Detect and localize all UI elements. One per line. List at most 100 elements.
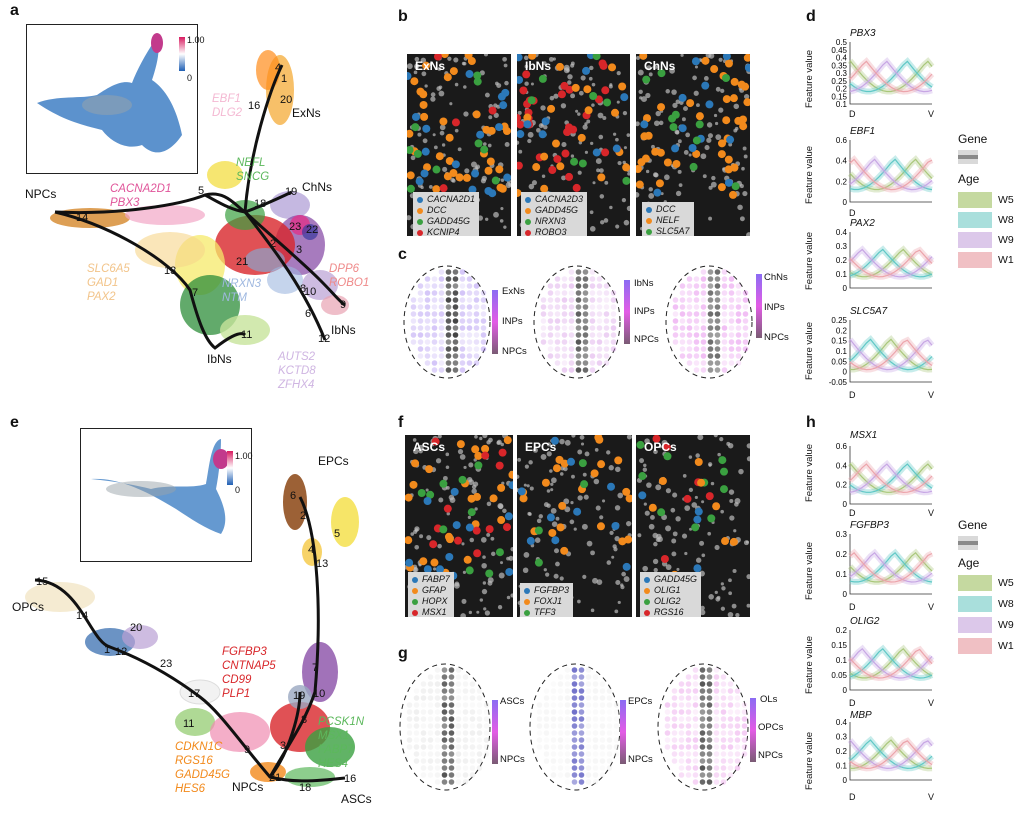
transcript-spot xyxy=(729,537,738,546)
plot-axis xyxy=(849,232,932,289)
cluster-num: 14 xyxy=(76,610,89,622)
hex-cell xyxy=(613,744,620,750)
hex-cell xyxy=(448,716,455,722)
age-line xyxy=(849,647,933,679)
hex-cell xyxy=(706,674,713,680)
hex-cell xyxy=(466,325,473,331)
hex-cell xyxy=(554,353,561,359)
hex-cell xyxy=(700,367,707,373)
hex-cell xyxy=(721,318,728,324)
nucleus-dot xyxy=(466,477,473,483)
hex-cell xyxy=(706,716,713,722)
hex-cell xyxy=(685,758,692,764)
nucleus-dot xyxy=(463,85,467,89)
hex-cell xyxy=(557,681,564,687)
hex-cell xyxy=(610,290,617,296)
hex-cell xyxy=(692,751,699,757)
hex-cell xyxy=(459,297,466,303)
hex-cell xyxy=(721,276,728,282)
transcript-spot xyxy=(423,565,432,574)
hex-cell xyxy=(596,346,603,352)
transcript-spot xyxy=(430,558,439,567)
hex-cell xyxy=(469,709,476,715)
nucleus-dot xyxy=(430,92,436,97)
transcript-spot xyxy=(405,493,413,502)
hex-cell xyxy=(568,318,575,324)
transcript-spot xyxy=(729,190,738,199)
hex-cell xyxy=(445,339,452,345)
transcript-spot xyxy=(445,552,454,561)
nucleus-dot xyxy=(448,494,455,501)
hexmap-g1 xyxy=(398,662,492,792)
nucleus-dot xyxy=(540,454,547,460)
hex-cell xyxy=(686,346,693,352)
hex-cell xyxy=(434,751,441,757)
hex-cell xyxy=(720,674,727,680)
hex-cell xyxy=(406,730,413,736)
nucleus-dot xyxy=(700,605,705,611)
hex-cell xyxy=(589,304,596,310)
key-gene-title-2: Gene xyxy=(958,518,988,532)
hex-cell xyxy=(452,283,459,289)
hex-cell xyxy=(455,695,462,701)
hex-cell xyxy=(536,702,543,708)
nucleus-dot xyxy=(710,181,717,188)
hex-cell xyxy=(571,688,578,694)
plot-axis xyxy=(849,140,932,203)
hex-cell xyxy=(700,360,707,366)
nucleus-dot xyxy=(510,593,513,598)
nucleus-dot xyxy=(729,515,735,521)
hex-cell xyxy=(713,751,720,757)
tick-label: 0.5 xyxy=(836,38,848,47)
panel-label-h: h xyxy=(806,414,816,431)
nucleus-dot xyxy=(500,561,504,565)
hex-cell xyxy=(445,311,452,317)
hex-cell xyxy=(582,311,589,317)
tick-label: 0.2 xyxy=(836,550,848,559)
hex-cell xyxy=(713,723,720,729)
hex-cell xyxy=(469,751,476,757)
hex-cell xyxy=(417,325,424,331)
hex-cell xyxy=(671,737,678,743)
transcript-spot xyxy=(540,184,549,193)
nucleus-dot xyxy=(688,487,694,492)
hex-cell xyxy=(483,716,490,722)
nucleus-dot xyxy=(540,105,546,111)
hex-cell xyxy=(424,311,431,317)
hex-cell xyxy=(592,730,599,736)
hex-cell xyxy=(735,332,742,338)
hex-cell xyxy=(707,325,714,331)
hex-cell xyxy=(455,723,462,729)
nucleus-dot xyxy=(570,501,574,505)
trend-plots-d: 0.50.450.40.350.30.250.20.150.10.60.40.2… xyxy=(829,38,935,387)
hex-cell xyxy=(714,269,721,275)
hex-cell xyxy=(441,737,448,743)
tick-label: 0.2 xyxy=(836,256,848,265)
hex-cell xyxy=(700,318,707,324)
hex-cell xyxy=(678,702,685,708)
hex-cell xyxy=(685,772,692,778)
hex-cell xyxy=(441,695,448,701)
nucleus-dot xyxy=(713,113,718,118)
hex-cell xyxy=(561,353,568,359)
hex-cell xyxy=(693,311,700,317)
nucleus-dot xyxy=(613,547,618,552)
hex-cell xyxy=(455,667,462,673)
hex-cell xyxy=(473,290,480,296)
nucleus-dot xyxy=(642,467,648,472)
hex-cell xyxy=(714,325,721,331)
hex-cell xyxy=(727,772,734,778)
hex-cell xyxy=(571,744,578,750)
nucleus-dot xyxy=(658,444,663,449)
hex-cell xyxy=(678,737,685,743)
hex-cell xyxy=(603,311,610,317)
nucleus-dot xyxy=(599,515,604,520)
hex-cell xyxy=(596,297,603,303)
hex-cell xyxy=(455,681,462,687)
transcript-spot xyxy=(705,100,714,109)
genes-red: FGFBP3 CNTNAP5 CD99 PLP1 xyxy=(222,646,276,700)
hex-cell xyxy=(720,779,727,785)
panel-d: PBX3 EBF1 PAX2 SLC5A7 Feature value Feat… xyxy=(800,0,1014,405)
nucleus-dot xyxy=(523,55,529,61)
transcript-spot xyxy=(608,63,617,72)
